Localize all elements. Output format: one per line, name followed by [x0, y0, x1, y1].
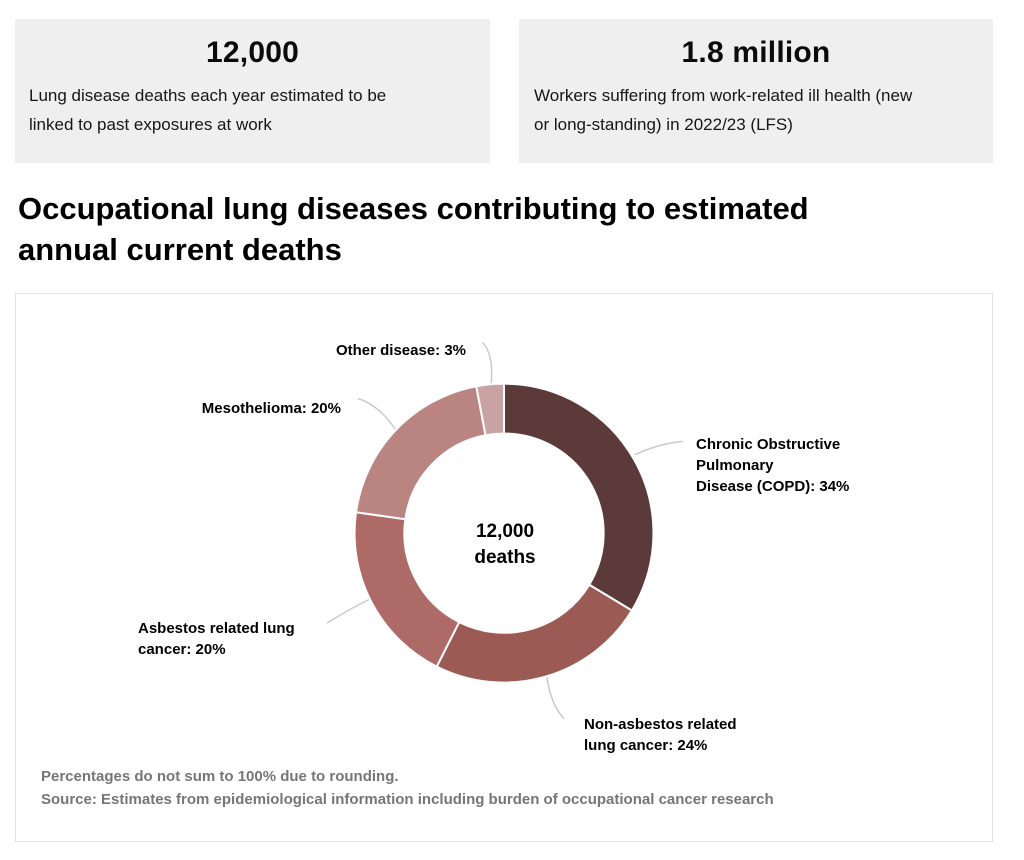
- stat-value-ill-health: 1.8 million: [681, 36, 831, 69]
- donut-slice-non-asbestos-lung-cancer: [435, 583, 633, 684]
- donut-slice-mesothelioma: [355, 385, 487, 521]
- donut-slice-copd: [503, 382, 655, 612]
- page-title: Occupational lung diseases contributing …: [18, 191, 809, 267]
- slice-label-non-asbestos: Non-asbestos related lung cancer: 24%: [584, 716, 737, 754]
- donut-svg: [326, 342, 684, 720]
- slice-label-asbestos: Asbestos related lung cancer: 20%: [138, 620, 295, 658]
- leader-line-other-disease: [482, 342, 493, 386]
- slice-label-other-disease: Other disease: 3%: [335, 342, 466, 359]
- footnote-rounding: Percentages do not sum to 100% due to ro…: [41, 768, 399, 785]
- leader-line-copd: [634, 440, 684, 456]
- donut-slice-asbestos-lung-cancer: [353, 511, 461, 668]
- leader-line-asbestos: [326, 598, 372, 624]
- leader-line-mesothelioma: [357, 397, 397, 431]
- stat-box-ill-health: 1.8 million Workers suffering from work-…: [519, 19, 993, 163]
- footnote-source: Source: Estimates from epidemiological i…: [41, 791, 774, 808]
- stat-description-ill-health: Workers suffering from work-related ill …: [534, 86, 913, 134]
- stat-box-deaths: 12,000 Lung disease deaths each year est…: [15, 19, 490, 163]
- donut-slice-other-disease: [475, 382, 505, 437]
- slice-label-copd: Chronic Obstructive Pulmonary Disease (C…: [696, 436, 850, 495]
- leader-line-non-asbestos: [546, 675, 565, 720]
- slice-label-mesothelioma: Mesothelioma: 20%: [201, 400, 341, 417]
- donut-center-label: 12,000 deaths: [474, 521, 536, 568]
- stat-description-deaths: Lung disease deaths each year estimated …: [29, 86, 387, 134]
- donut-chart-panel: Other disease: 3% Mesothelioma: 20% Chro…: [15, 293, 993, 842]
- stat-value-deaths: 12,000: [206, 36, 299, 69]
